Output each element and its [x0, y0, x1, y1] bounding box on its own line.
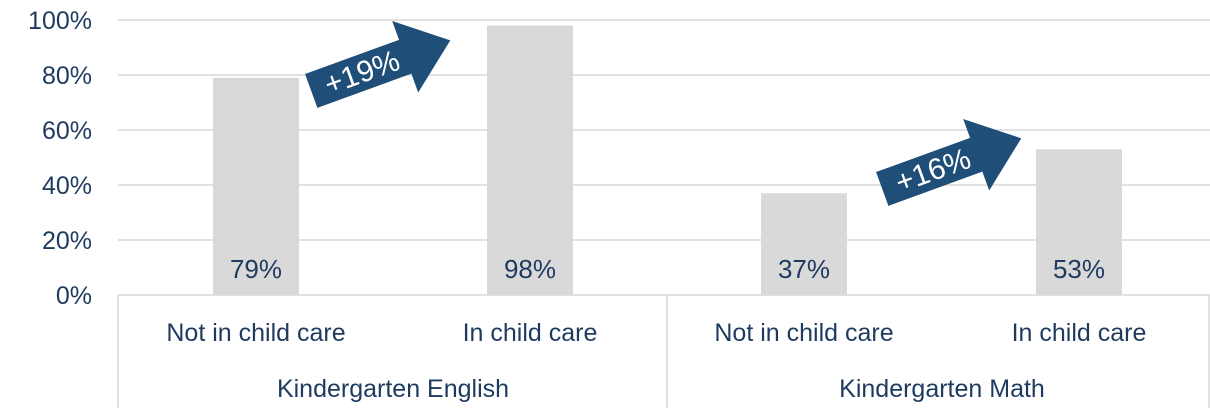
bars	[213, 25, 1122, 295]
category-label: In child care	[1012, 319, 1147, 347]
category-label: Not in child care	[166, 319, 345, 347]
group-label: Kindergarten Math	[839, 375, 1045, 403]
arrow-icon	[305, 21, 451, 108]
y-axis-ticks: 0% 20% 40% 60% 80% 100%	[28, 7, 92, 310]
annotation-label: +16%	[891, 142, 975, 200]
data-label: 79%	[230, 254, 282, 284]
y-tick-label: 0%	[56, 282, 92, 310]
y-tick-label: 60%	[42, 117, 92, 145]
group-labels: Kindergarten English Kindergarten Math	[277, 375, 1045, 403]
data-label: 98%	[504, 254, 556, 284]
y-tick-label: 20%	[42, 227, 92, 255]
y-tick-label: 100%	[28, 7, 92, 35]
category-labels: Not in child care In child care Not in chi…	[166, 319, 1146, 347]
y-tick-label: 80%	[42, 62, 92, 90]
gridlines	[118, 19, 1210, 241]
x-axis	[117, 294, 1210, 408]
data-labels: 79% 98% 37% 53%	[230, 254, 1105, 284]
bar	[1036, 149, 1122, 295]
data-label: 37%	[778, 254, 830, 284]
annotation-arrow: +16%	[876, 119, 1022, 206]
bar	[213, 77, 299, 295]
category-label: In child care	[463, 319, 598, 347]
arrow-icon	[876, 119, 1022, 206]
bar	[487, 25, 573, 295]
data-label: 53%	[1053, 254, 1105, 284]
y-tick-label: 40%	[42, 172, 92, 200]
bar	[761, 193, 847, 295]
category-label: Not in child care	[714, 319, 893, 347]
annotation-label: +19%	[320, 44, 404, 102]
annotation-arrow: +19%	[305, 21, 451, 108]
group-label: Kindergarten English	[277, 375, 509, 403]
annotation-arrows: +19% +16%	[305, 21, 1022, 206]
